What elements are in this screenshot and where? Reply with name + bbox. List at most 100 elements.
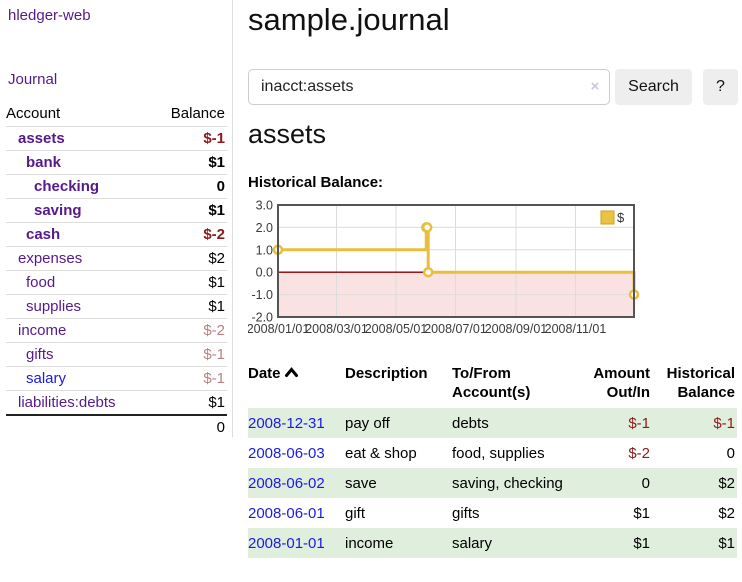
transaction-accounts: salary (452, 528, 572, 558)
account-balance: $-1 (152, 126, 227, 151)
app-brand-link[interactable]: hledger-web (8, 7, 91, 24)
sidebar: hledger-web Journal Account Balance asse… (0, 0, 233, 439)
account-balance: $1 (152, 198, 227, 223)
account-balance: $-1 (152, 366, 227, 391)
y-tick-label: 1.0 (256, 243, 273, 257)
transaction-description: gift (345, 505, 366, 522)
accounts-body: assets $-1 bank $1 checking 0 saving $1 cash $-2 e… (6, 126, 227, 439)
balance-chart: $3.0 2.0 1.0 0.0 -1.0 -2.0 2008/01/01 2008/03/0… (247, 199, 742, 347)
register-col-accounts: To/From Account(s) (452, 365, 531, 401)
legend-swatch (600, 210, 615, 225)
y-tick-label: 2.0 (256, 221, 273, 235)
transaction-date-link[interactable]: 2008-01-01 (248, 535, 325, 552)
register-col-date[interactable]: Date (248, 360, 345, 408)
transaction-balance: $1 (652, 528, 737, 558)
account-balance: $-2 (152, 318, 227, 343)
account-row: checking 0 (6, 174, 227, 199)
transaction-amount: $1 (633, 505, 650, 522)
accounts-col-balance: Balance (170, 105, 225, 122)
search-button[interactable]: Search (615, 69, 692, 105)
search-input[interactable] (248, 69, 610, 105)
register-col-description: Description (345, 365, 428, 382)
account-balance: $1 (152, 150, 227, 175)
x-tick-label: 2008/07/01 (424, 322, 487, 336)
sidebar-item-journal[interactable]: Journal (8, 71, 58, 88)
transaction-description: pay off (345, 408, 452, 438)
accounts-table: Account Balance assets $-1 bank $1 checking 0… (6, 101, 227, 439)
x-tick-label: 2008/09/01 (485, 322, 548, 336)
transaction-accounts: debts (452, 408, 572, 438)
account-link[interactable]: gifts (26, 346, 54, 363)
account-balance: $2 (152, 246, 227, 271)
legend-label: $ (617, 210, 625, 225)
account-link[interactable]: cash (26, 226, 61, 243)
register-row: 2008-06-01 gift gifts $1 $2 (248, 498, 737, 528)
account-row: food $1 (6, 270, 227, 295)
account-link[interactable]: saving (34, 202, 82, 219)
clear-search-icon[interactable]: × (590, 78, 600, 95)
account-row: income $-2 (6, 318, 227, 343)
y-tick-label: -1.0 (251, 288, 273, 302)
data-point-marker (422, 266, 434, 278)
transaction-amount: $1 (572, 528, 652, 558)
register-row: 2008-06-02 save saving, checking 0 $2 (248, 468, 737, 498)
plot-border (277, 204, 635, 318)
accounts-total-row: 0 (6, 414, 227, 439)
main-content: sample.journal × Search ? assets Histori… (247, 0, 742, 582)
transaction-date-link[interactable]: 2008-06-01 (248, 505, 325, 522)
chart-heading: Historical Balance: (248, 174, 384, 191)
account-row: saving $1 (6, 198, 227, 223)
account-link[interactable]: assets (18, 130, 65, 147)
help-button[interactable]: ? (703, 69, 738, 105)
transaction-date-link[interactable]: 2008-12-31 (248, 415, 325, 432)
transaction-date-link[interactable]: 2008-06-02 (248, 475, 325, 492)
x-tick-label: 2008/03/01 (305, 322, 368, 336)
transaction-accounts: food, supplies (452, 445, 545, 462)
account-row: cash $-2 (6, 222, 227, 247)
account-row: bank $1 (6, 150, 227, 175)
transaction-amount: $-1 (572, 408, 652, 438)
accounts-total-value: 0 (152, 414, 227, 439)
register-row: 2008-06-03 eat & shop food, supplies $-2 0 (248, 438, 737, 468)
account-link[interactable]: bank (26, 154, 62, 171)
account-balance: $1 (152, 270, 227, 295)
account-row: supplies $1 (6, 294, 227, 319)
x-tick-label: 2008/05/01 (365, 322, 428, 336)
accounts-col-account: Account (6, 105, 61, 122)
transaction-balance: $-1 (652, 408, 737, 438)
account-balance: $-1 (152, 342, 227, 367)
transaction-description: income (345, 528, 452, 558)
data-point-marker (421, 222, 433, 233)
transaction-amount: 0 (572, 468, 652, 498)
search-form: × Search ? (248, 69, 742, 105)
transaction-accounts: saving, checking (452, 468, 572, 498)
x-tick-label: 2008/11/01 (545, 322, 607, 336)
account-balance: $-2 (152, 222, 227, 247)
account-link[interactable]: food (26, 274, 56, 291)
account-link[interactable]: income (18, 322, 67, 339)
sort-asc-icon (284, 364, 298, 383)
account-row: liabilities:debts $1 (6, 390, 227, 415)
y-tick-label: -2.0 (251, 311, 273, 325)
account-row: salary $-1 (6, 366, 227, 391)
transaction-amount: $-2 (628, 445, 650, 462)
transaction-accounts: gifts (452, 505, 480, 522)
account-link[interactable]: salary (26, 370, 67, 387)
transaction-date-link[interactable]: 2008-06-03 (248, 445, 325, 462)
account-heading: assets (248, 119, 327, 149)
account-link[interactable]: liabilities:debts (18, 394, 116, 411)
register-col-balance: Historical Balance (666, 365, 735, 401)
register-table: Date Description To/From Account(s) Amou… (248, 360, 737, 558)
register-header-row: Date Description To/From Account(s) Amou… (248, 360, 737, 408)
account-balance: $1 (152, 390, 227, 415)
transaction-description: eat & shop (345, 445, 417, 462)
account-row: assets $-1 (6, 126, 227, 151)
y-tick-label: 3.0 (256, 199, 273, 213)
x-tick-label: 2008/01/01 (248, 322, 309, 336)
y-tick-label: 0.0 (256, 266, 273, 280)
account-link[interactable]: supplies (26, 298, 82, 315)
account-link[interactable]: expenses (18, 250, 83, 267)
register-row: 2008-12-31 pay off debts $-1 $-1 (248, 408, 737, 438)
account-link[interactable]: checking (34, 178, 100, 195)
page-title: sample.journal (248, 2, 450, 37)
